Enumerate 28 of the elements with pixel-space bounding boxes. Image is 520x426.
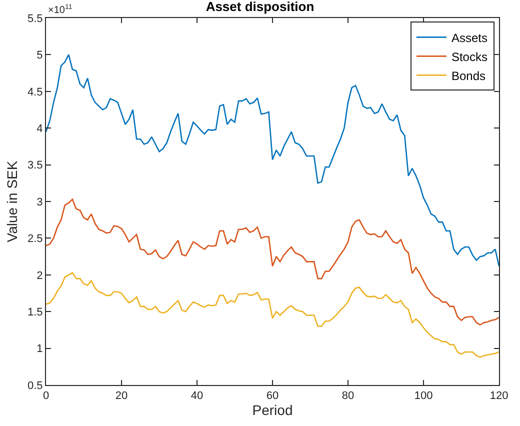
y-tick-label: 0.5 <box>28 380 43 392</box>
text: ×10$^{11}$ <box>48 4 72 16</box>
y-tick-label: 2.5 <box>28 233 43 246</box>
x-tick-label: 0 <box>42 390 50 402</box>
legend-label: Bonds <box>451 68 486 83</box>
x-tick-label: 60 <box>266 390 279 402</box>
y-tick-label: 5 <box>36 50 43 62</box>
x-tick-label: 120 <box>490 390 508 402</box>
legend-label: Stocks <box>451 50 488 64</box>
x-tick-label: 40 <box>190 390 204 402</box>
x-axis-title: Period <box>252 402 293 418</box>
y-tick-label: 1.5 <box>28 306 43 318</box>
y-tick-label: 2 <box>36 270 43 282</box>
y-tick-label: 4.5 <box>28 86 43 98</box>
y-tick-label: 3.5 <box>28 160 43 172</box>
y-axis-title: Value in SEK <box>4 160 20 242</box>
line-series <box>46 272 499 358</box>
x-tick-label: 100 <box>414 390 433 402</box>
y-tick-label: 5.5 <box>28 12 43 25</box>
y-tick-label: 1 <box>36 343 43 356</box>
line-series <box>46 54 499 267</box>
y-tick-label: 3 <box>36 196 43 208</box>
x-tick-label: 80 <box>342 390 354 402</box>
line-series <box>46 198 499 326</box>
chart-title: Asset disposition <box>206 0 314 14</box>
y-tick-label: 4 <box>36 122 43 135</box>
x-tick-label: 20 <box>115 390 128 402</box>
legend-label: Assets <box>451 30 488 45</box>
